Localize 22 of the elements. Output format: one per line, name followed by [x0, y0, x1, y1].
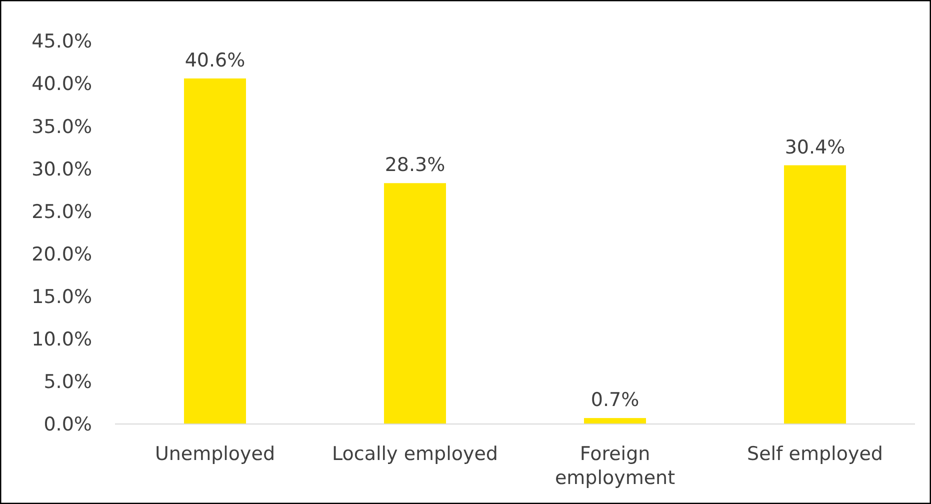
x-tick-label: Foreign employment: [554, 443, 676, 489]
y-tick-label: 20.0%: [32, 243, 92, 266]
bar: [384, 183, 446, 424]
y-tick-label: 30.0%: [32, 158, 92, 180]
data-label: 0.7%: [590, 389, 640, 412]
data-label: 28.3%: [384, 154, 446, 176]
x-tick-label: Self employed: [747, 443, 883, 465]
y-tick-label: 45.0%: [32, 30, 92, 53]
x-tick-label: Unemployed: [154, 443, 276, 465]
x-tick-label: Locally employed: [332, 443, 498, 465]
bar: [584, 418, 646, 424]
y-tick-label: 40.0%: [32, 73, 92, 96]
y-tick-label: 10.0%: [32, 328, 92, 351]
y-tick-label: 15.0%: [32, 286, 92, 308]
y-tick-label: 0.0%: [44, 414, 92, 436]
data-label: 40.6%: [184, 49, 246, 72]
data-label: 30.4%: [784, 136, 846, 158]
y-tick-label: 5.0%: [44, 371, 92, 394]
y-tick-label: 35.0%: [32, 116, 92, 138]
bar: [784, 165, 846, 424]
y-tick-label: 25.0%: [32, 200, 92, 223]
bar: [184, 78, 246, 424]
